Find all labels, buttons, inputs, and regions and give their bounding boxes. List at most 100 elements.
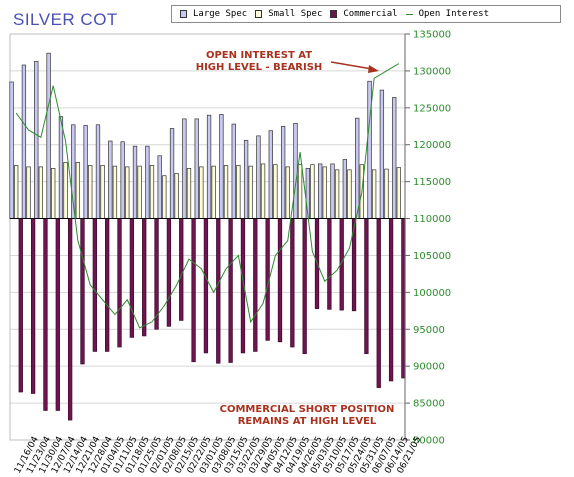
bar-large-spec xyxy=(305,167,310,219)
bar-large-spec xyxy=(108,140,113,219)
bar-large-spec xyxy=(83,125,88,219)
y-tick-label: 130000 xyxy=(413,66,451,77)
x-tick-label: 11/30/04 xyxy=(38,435,66,476)
bar-small-spec xyxy=(248,165,253,219)
x-tick-label: 05/10/05 xyxy=(322,435,350,475)
x-tick-label: 02/15/05 xyxy=(173,435,201,475)
bar-small-spec xyxy=(14,165,19,219)
x-tick-label: 03/29/05 xyxy=(248,435,276,475)
bar-large-spec xyxy=(34,60,39,219)
bar-small-spec xyxy=(137,165,142,219)
bar-small-spec xyxy=(174,173,179,219)
bar-large-spec xyxy=(330,163,335,219)
bar-small-spec xyxy=(211,165,216,219)
x-tick-label: 03/01/05 xyxy=(198,435,226,475)
y-tick-label: 100000 xyxy=(413,288,451,299)
bar-small-spec xyxy=(51,167,56,219)
bar-small-spec xyxy=(63,162,68,219)
bar-commercial xyxy=(80,218,85,365)
bar-small-spec xyxy=(297,164,303,219)
bar-small-spec xyxy=(273,164,278,219)
bar-commercial xyxy=(203,218,209,354)
bar-small-spec xyxy=(88,165,93,219)
bar-commercial xyxy=(401,218,406,379)
bar-small-spec xyxy=(38,166,44,219)
legend: Large Spec Small Spec Commercial Open In… xyxy=(171,5,561,23)
bar-large-spec xyxy=(206,114,212,219)
x-tick-label: 01/04/05 xyxy=(99,435,127,475)
bar-large-spec xyxy=(367,80,372,219)
bar-large-spec xyxy=(379,89,385,219)
x-tick-label: 02/22/05 xyxy=(186,435,214,475)
bar-large-spec xyxy=(9,81,14,219)
x-tick-label: 06/14/05 xyxy=(383,435,411,475)
bar-small-spec xyxy=(285,166,290,219)
bar-large-spec xyxy=(256,135,261,219)
y-tick-label: 110000 xyxy=(413,214,451,225)
x-tick-label: 12/14/04 xyxy=(62,435,90,476)
x-tick-label: 11/16/04 xyxy=(13,435,41,476)
legend-label-large-spec: Large Spec xyxy=(193,9,248,19)
x-tick-label: 04/12/05 xyxy=(272,435,300,475)
bar-large-spec xyxy=(280,125,286,219)
annotation-commercial-line: REMAINS AT HIGH LEVEL xyxy=(238,416,377,427)
x-tick-label: 11/23/04 xyxy=(25,435,53,476)
bar-commercial xyxy=(30,218,36,394)
chart-title: SILVER COT xyxy=(13,10,118,29)
bar-commercial xyxy=(191,218,196,363)
bar-large-spec xyxy=(355,117,360,219)
annotation-commercial-line: COMMERCIAL SHORT POSITION xyxy=(220,404,395,415)
annotation-arrow-shaft xyxy=(330,61,373,70)
bar-large-spec xyxy=(58,116,64,219)
bar-large-spec xyxy=(231,123,236,219)
bar-commercial xyxy=(228,218,233,363)
bar-large-spec xyxy=(132,145,138,219)
bar-small-spec xyxy=(112,165,118,219)
x-tick-label: 01/11/05 xyxy=(112,435,140,475)
annotation-open-interest-line: HIGH LEVEL - BEARISH xyxy=(196,62,323,73)
bar-commercial xyxy=(117,218,122,348)
bar-large-spec xyxy=(145,145,150,219)
y-tick-label: 115000 xyxy=(413,177,451,188)
bar-commercial xyxy=(277,218,283,343)
series-line-open-interest xyxy=(15,63,400,329)
bar-commercial xyxy=(339,218,344,311)
x-tick-label: 05/24/05 xyxy=(346,435,374,475)
bar-commercial xyxy=(351,218,357,312)
bar-small-spec xyxy=(199,166,204,219)
bar-small-spec xyxy=(260,163,266,219)
x-tick-label: 01/25/05 xyxy=(136,435,164,475)
bar-commercial xyxy=(216,218,221,364)
bar-small-spec xyxy=(384,168,389,219)
bar-commercial xyxy=(55,218,60,411)
bar-commercial xyxy=(327,218,332,310)
bar-commercial xyxy=(43,218,48,411)
y-tick-label: 120000 xyxy=(413,140,451,151)
y-tick-label: 85000 xyxy=(413,399,445,410)
bar-large-spec xyxy=(71,124,76,219)
bar-commercial xyxy=(166,218,172,327)
bar-large-spec xyxy=(243,139,249,219)
bar-small-spec xyxy=(125,166,130,219)
bar-commercial xyxy=(290,218,295,348)
bar-commercial xyxy=(302,218,307,354)
bar-small-spec xyxy=(359,164,364,219)
annotation-open-interest-line: OPEN INTEREST AT xyxy=(206,50,312,61)
bar-small-spec xyxy=(334,169,340,219)
x-tick-label: 12/07/04 xyxy=(50,435,78,476)
x-tick-label: 03/15/05 xyxy=(223,435,251,475)
bar-small-spec xyxy=(100,165,105,219)
y-tick-label: 80000 xyxy=(413,436,445,447)
bar-small-spec xyxy=(26,166,31,219)
legend-label-open-interest: Open Interest xyxy=(418,9,490,19)
legend-item-commercial: Commercial xyxy=(330,9,398,19)
bar-large-spec xyxy=(169,128,175,219)
x-tick-label: 03/22/05 xyxy=(235,435,263,475)
x-tick-label: 04/26/05 xyxy=(297,435,325,475)
bar-commercial xyxy=(388,218,394,382)
bar-small-spec xyxy=(149,165,155,219)
legend-label-commercial: Commercial xyxy=(343,9,398,19)
bar-large-spec xyxy=(21,64,27,219)
